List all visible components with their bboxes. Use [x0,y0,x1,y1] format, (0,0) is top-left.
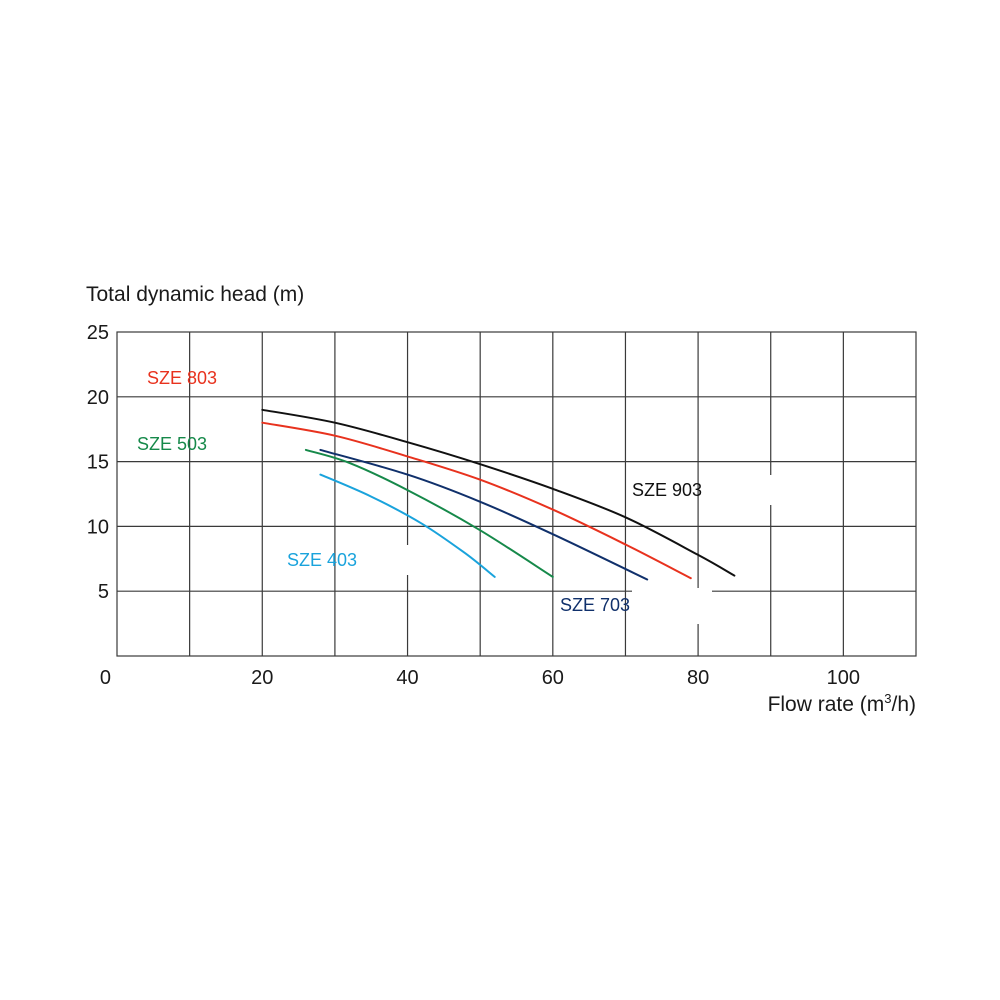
curve-sze-503 [304,448,554,578]
x-axis-title-superscript: 3 [884,691,891,706]
label-knockout [263,362,275,392]
curve-sze-403 [319,473,496,578]
series-label-sze-403: SZE 403 [287,550,357,570]
x-tick-label: 0 [100,667,111,689]
curve-sze-703 [319,448,649,581]
plot-frame [116,331,917,657]
y-tick-label: 20 [87,387,109,409]
y-tick-label: 10 [87,516,109,538]
label-knockout [405,545,445,575]
label-knockout [263,437,275,459]
y-axis-title: Total dynamic head (m) [86,283,304,306]
y-tick-label: 15 [87,452,109,474]
series-label-sze-903: SZE 903 [632,480,702,500]
y-tick-label: 25 [87,322,109,344]
label-knockout [720,475,776,505]
y-tick-label: 5 [98,581,109,603]
x-tick-label: 80 [687,667,709,689]
x-tick-label: 20 [251,667,273,689]
series-label-sze-703: SZE 703 [560,595,630,615]
x-tick-label: 60 [542,667,564,689]
x-axis-title-end: /h) [891,693,916,716]
label-knockout [632,588,712,624]
series-label-sze-803: SZE 803 [147,368,217,388]
x-axis-title-main: Flow rate (m [768,693,885,716]
x-tick-label: 100 [827,667,860,689]
curve-sze-803 [261,421,692,580]
curve-sze-903 [261,408,736,577]
x-tick-label: 40 [396,667,418,689]
series-label-sze-503: SZE 503 [137,434,207,454]
x-axis-title: Flow rate (m3/h) [768,691,916,716]
